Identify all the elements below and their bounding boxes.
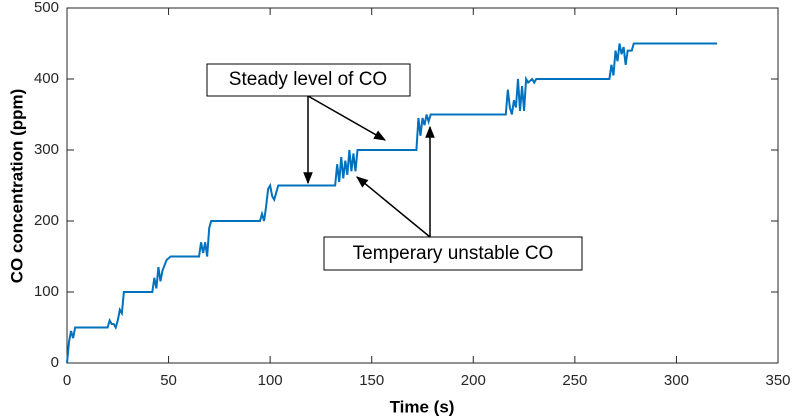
annotation-text: Steady level of CO bbox=[229, 69, 387, 90]
x-tick-label: 250 bbox=[562, 372, 587, 389]
y-tick-label: 100 bbox=[34, 283, 59, 300]
x-tick-label: 300 bbox=[664, 372, 689, 389]
y-tick-label: 200 bbox=[34, 212, 59, 229]
y-axis-label: CO concentration (ppm) bbox=[7, 89, 26, 284]
x-tick-label: 100 bbox=[258, 372, 283, 389]
y-tick-label: 300 bbox=[34, 141, 59, 158]
y-tick-label: 400 bbox=[34, 70, 59, 87]
annotation-steady: Steady level of CO bbox=[206, 63, 411, 185]
x-tick-label: 0 bbox=[63, 372, 71, 389]
y-tick-label: 0 bbox=[51, 354, 59, 371]
x-tick-label: 350 bbox=[765, 372, 790, 389]
annotation-unstable: Temperary unstable CO bbox=[323, 125, 583, 271]
x-tick-label: 50 bbox=[160, 372, 177, 389]
y-tick-label: 500 bbox=[34, 0, 59, 16]
x-tick-label: 150 bbox=[359, 372, 384, 389]
plot-box bbox=[66, 7, 779, 364]
x-axis-label: Time (s) bbox=[390, 397, 455, 416]
annotation-text: Temperary unstable CO bbox=[353, 243, 554, 264]
data-line bbox=[66, 42, 718, 364]
x-tick-label: 200 bbox=[461, 372, 486, 389]
